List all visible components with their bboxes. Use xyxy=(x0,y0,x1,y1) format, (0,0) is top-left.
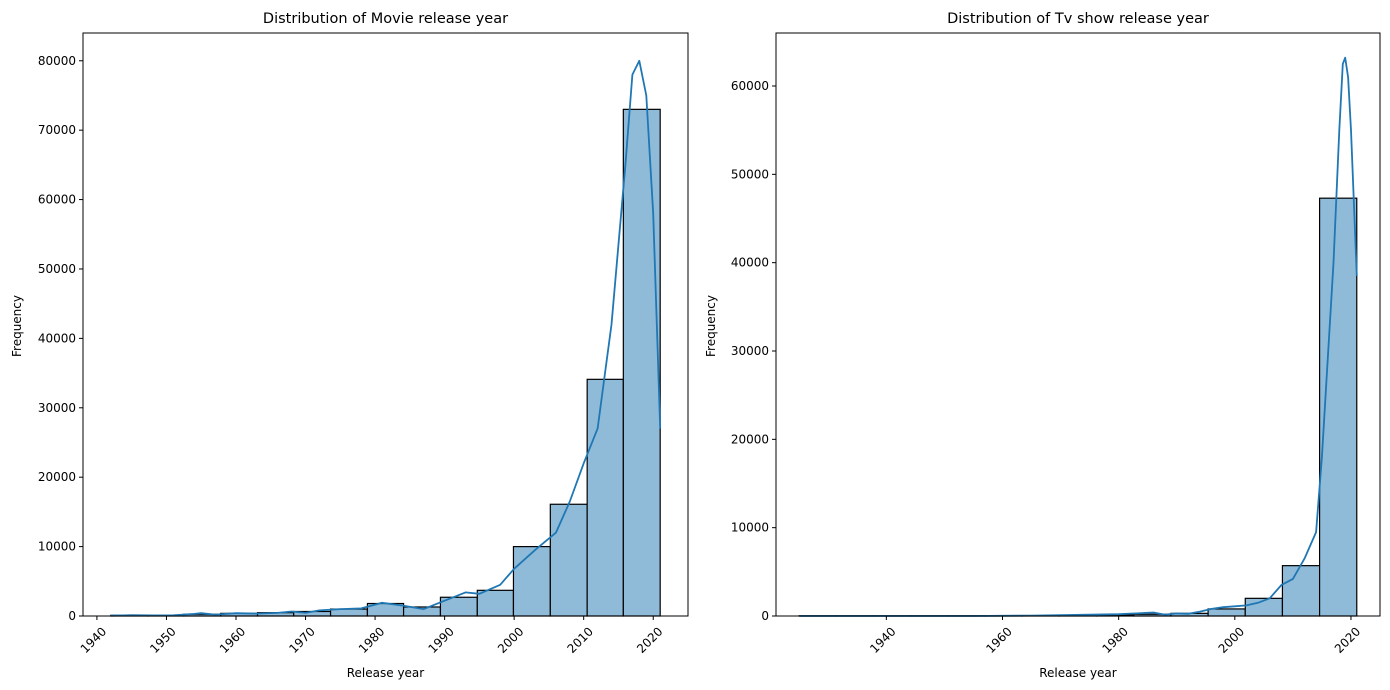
movie-ytick-label: 60000 xyxy=(38,193,76,207)
tv-chart-title: Distribution of Tv show release year xyxy=(947,11,1209,27)
movie-bar xyxy=(586,378,624,617)
movie-ytick-label: 40000 xyxy=(38,331,76,345)
tv-xtick-label: 2020 xyxy=(1332,624,1363,655)
movie-y-axis-label: Frequency xyxy=(10,295,24,357)
movie-xtick-label: 1950 xyxy=(147,624,178,655)
tv-xtick-label: 1940 xyxy=(867,624,898,655)
movie-ytick-label: 20000 xyxy=(38,470,76,484)
tv-xtick-label: 1960 xyxy=(983,624,1014,655)
movie-bar xyxy=(549,503,588,617)
tv-bar xyxy=(1318,197,1358,617)
movie-ytick-label: 0 xyxy=(68,609,76,623)
movie-ytick-label: 80000 xyxy=(38,54,76,68)
movie-xtick-label: 1980 xyxy=(356,624,387,655)
tv-xlabel: Release year xyxy=(1039,666,1117,680)
movie-ytick-label: 70000 xyxy=(38,123,76,137)
tv-ytick-label: 40000 xyxy=(731,256,769,270)
movie-xtick-label: 2020 xyxy=(634,624,665,655)
movie-xtick-label: 2000 xyxy=(495,624,526,655)
movie-xtick-label: 2010 xyxy=(565,624,596,655)
tv-ytick-label: 20000 xyxy=(731,432,769,446)
tv-ytick-label: 10000 xyxy=(731,521,769,535)
tv-xtick-label: 2000 xyxy=(1216,624,1247,655)
movie-chart-title: Distribution of Movie release year xyxy=(263,11,508,27)
tv-ytick-label: 0 xyxy=(761,609,769,623)
tv-plot-area: 0 10000 20000 30000 40000 50000 60000 1940 1960 1… xyxy=(731,32,1381,656)
movie-xtick-label: 1960 xyxy=(217,624,248,655)
tv-ytick-label: 30000 xyxy=(731,344,769,358)
tv-kde-line xyxy=(799,56,1358,617)
tv-axes-frame xyxy=(775,32,1381,617)
tv-ytick-label: 60000 xyxy=(731,79,769,93)
tv-ylabel: Frequency xyxy=(704,295,718,357)
tv-ytick-label: 50000 xyxy=(731,167,769,181)
movie-ytick-label: 30000 xyxy=(38,401,76,415)
movie-xlabel: Release year xyxy=(347,666,425,680)
movie-xtick-label: 1940 xyxy=(78,624,109,655)
movie-bar xyxy=(476,589,515,617)
movie-axes-frame xyxy=(82,32,689,617)
movie-xtick-label: 1990 xyxy=(425,624,456,655)
movie-xtick-label: 1970 xyxy=(286,624,317,655)
tv-xtick-label: 1980 xyxy=(1099,624,1130,655)
tv-chart: Distribution of Tv show release year Fre… xyxy=(704,11,1381,680)
movie-bar xyxy=(512,545,551,617)
movie-plot-area: 0 10000 20000 30000 40000 50000 60000 70000 8000… xyxy=(38,32,689,656)
movie-kde-line xyxy=(110,59,662,617)
movie-bar xyxy=(622,108,661,617)
tv-bar xyxy=(1207,608,1246,617)
tv-bar xyxy=(1281,565,1321,617)
tv-y-axis-label: Frequency xyxy=(704,295,718,357)
movie-ytick-label: 10000 xyxy=(38,540,76,554)
movie-ytick-label: 50000 xyxy=(38,262,76,276)
movie-ylabel: Frequency xyxy=(10,295,24,357)
movie-chart: Distribution of Movie release year Frequ… xyxy=(10,11,689,680)
